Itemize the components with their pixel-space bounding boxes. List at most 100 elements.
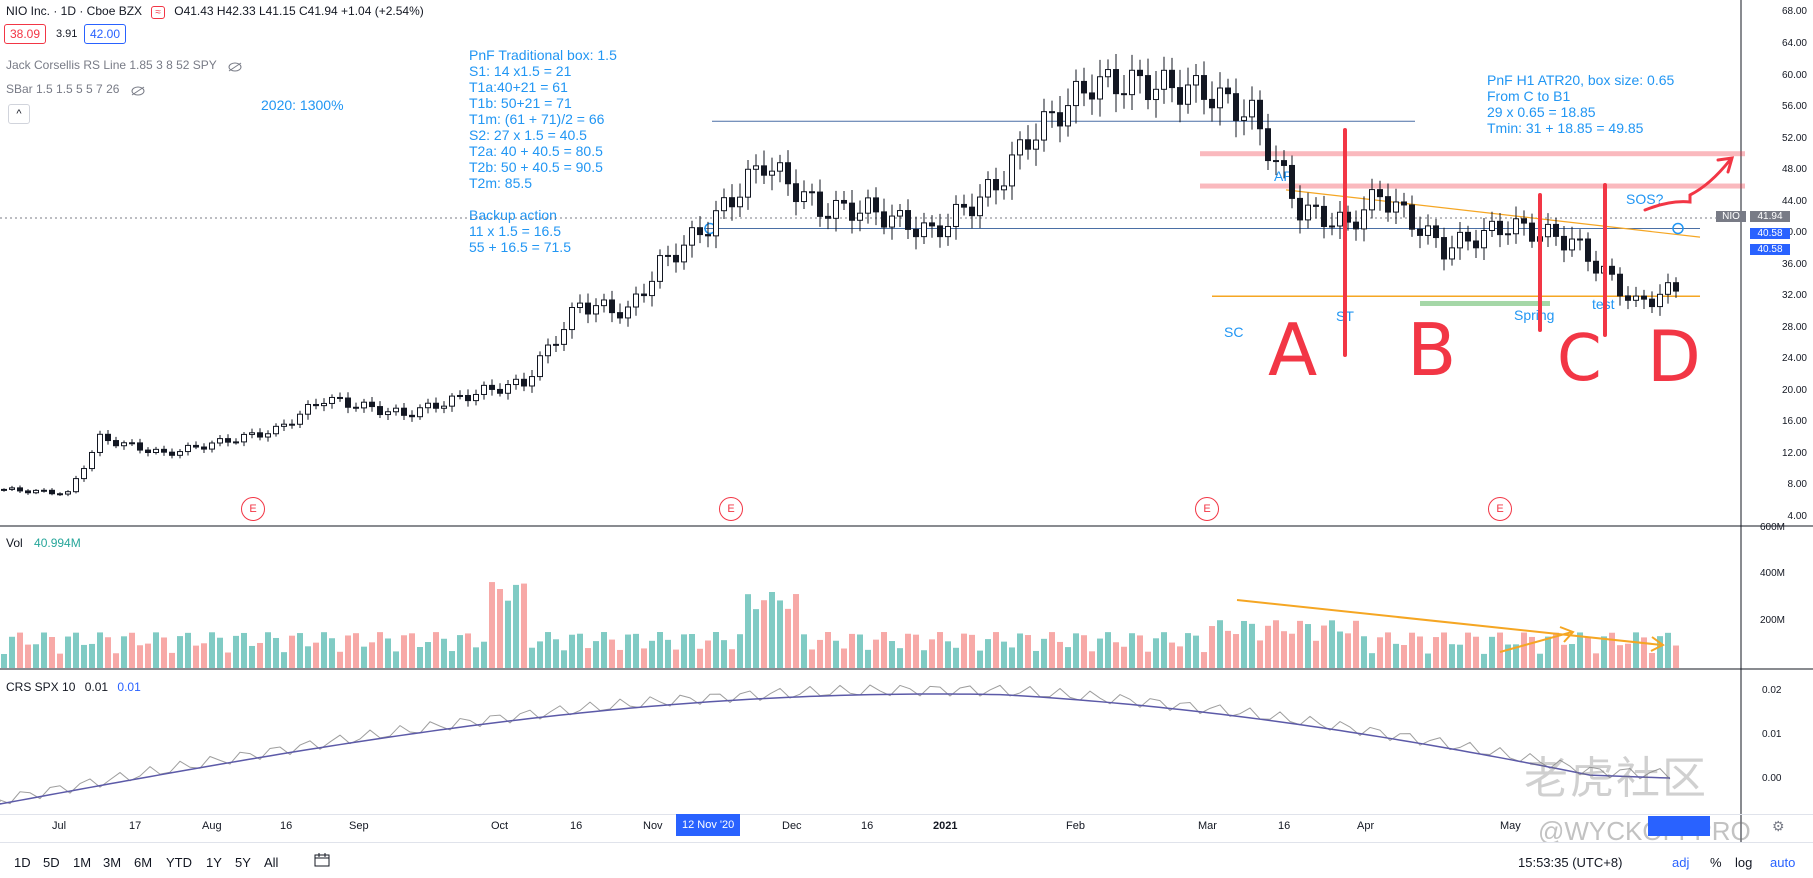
volume-legend[interactable]: Vol 40.994M	[6, 536, 81, 550]
candle-body	[497, 388, 503, 394]
volume-bar	[1521, 632, 1527, 668]
year-gain-note: 2020: 1300%	[261, 97, 344, 113]
price-axis-label: 20.00	[1781, 384, 1807, 396]
timeframe-1d[interactable]: 1D	[14, 855, 31, 870]
settings-gear-icon[interactable]: ⚙	[1772, 818, 1785, 834]
candle-body	[1465, 231, 1471, 242]
volume-bar	[905, 633, 911, 668]
volume-bar	[1625, 643, 1631, 668]
candle-body	[1097, 76, 1103, 100]
sbar-indicator[interactable]: SBar 1.5 1.5 5 5 7 26	[6, 82, 145, 96]
candle-body	[185, 444, 191, 453]
volume-bar	[977, 650, 983, 668]
candle-body	[505, 384, 511, 394]
volume-bar	[1297, 620, 1303, 668]
time-axis[interactable]	[0, 814, 1813, 843]
volume-bar	[321, 632, 327, 668]
candle-body	[129, 442, 135, 445]
volume-bar	[1041, 638, 1047, 668]
watermark-handle: @WYCKOFFPRO	[1538, 816, 1751, 846]
volume-bar	[1169, 642, 1175, 668]
ohlc-values: O41.43 H42.33 L41.15 C41.94 +1.04 (+2.54…	[174, 4, 424, 18]
volume-bar	[185, 632, 191, 668]
volume-bar	[1673, 645, 1679, 668]
candle-body	[1489, 220, 1495, 232]
candle-body	[1249, 99, 1255, 118]
candle-body	[1673, 282, 1679, 292]
earnings-marker[interactable]: E	[719, 497, 743, 521]
breakout-arrow-icon	[1643, 156, 1735, 212]
volume-bar	[1201, 652, 1207, 668]
timeframe-5d[interactable]: 5D	[43, 855, 60, 870]
candle-body	[385, 411, 391, 416]
adj-toggle[interactable]: adj	[1672, 855, 1690, 870]
candle-body	[1657, 293, 1663, 308]
phase-b-label: B	[1407, 308, 1457, 392]
candle-body	[1241, 116, 1247, 121]
eye-hidden-icon[interactable]	[131, 85, 145, 96]
volume-bar	[705, 640, 711, 668]
timeframe-1y[interactable]: 1Y	[206, 855, 222, 870]
volume-bar	[49, 636, 55, 668]
rs-line-indicator[interactable]: Jack Corsellis RS Line 1.85 3 8 52 SPY	[6, 58, 242, 72]
volume-bar	[1601, 636, 1607, 668]
date-range-icon[interactable]	[314, 853, 330, 870]
symbol-tag: NIO	[1716, 211, 1746, 222]
chart-canvas[interactable]	[0, 0, 1813, 842]
symbol-title[interactable]: NIO Inc. · 1D · Cboe BZX	[6, 4, 143, 18]
candle-body	[577, 302, 583, 309]
candle-body	[433, 402, 439, 409]
ask-price[interactable]: 42.00	[84, 24, 127, 44]
candle-body	[857, 212, 863, 221]
volume-bar	[737, 634, 743, 668]
time-label: Nov	[643, 820, 663, 832]
candle-body	[1513, 218, 1519, 235]
crs-legend[interactable]: CRS SPX 10 0.01 0.01	[6, 680, 141, 694]
earnings-marker[interactable]: E	[1195, 497, 1219, 521]
price-axis-label: 52.00	[1781, 132, 1807, 144]
volume-bar	[985, 639, 991, 668]
volume-bar	[657, 632, 663, 668]
volume-bar	[1081, 635, 1087, 668]
volume-bar	[1385, 632, 1391, 668]
volume-bar	[673, 649, 679, 668]
phase-a-label: A	[1268, 308, 1318, 392]
candle-body	[257, 432, 263, 438]
timeframe-all[interactable]: All	[264, 855, 279, 870]
time-label: Apr	[1357, 820, 1375, 832]
volume-bar	[1185, 633, 1191, 668]
volume-bar	[921, 650, 927, 668]
volume-bar	[425, 642, 431, 668]
log-toggle[interactable]: log	[1735, 855, 1753, 870]
volume-bar	[1529, 636, 1535, 668]
level-tag: 40.58	[1750, 228, 1790, 239]
candle-body	[1153, 88, 1159, 101]
volume-bar	[761, 600, 767, 668]
volume-bar	[833, 640, 839, 668]
volume-bar	[537, 641, 543, 668]
volume-bar	[1241, 620, 1247, 668]
candle-body	[617, 312, 623, 319]
percent-toggle[interactable]: %	[1710, 855, 1722, 870]
auto-toggle[interactable]: auto	[1770, 855, 1796, 870]
collapse-indicators-button[interactable]: ^	[8, 104, 30, 124]
timeframe-5y[interactable]: 5Y	[235, 855, 251, 870]
candle-body	[841, 199, 847, 204]
timeframe-1m[interactable]: 1M	[73, 855, 92, 870]
candle-body	[905, 210, 911, 230]
candle-body	[1041, 111, 1047, 141]
price-axis-label: 68.00	[1781, 6, 1807, 18]
eye-hidden-icon[interactable]	[228, 61, 242, 72]
earnings-marker[interactable]: E	[241, 497, 265, 521]
candle-body	[977, 196, 983, 217]
timeframe-ytd[interactable]: YTD	[166, 855, 192, 870]
bid-price[interactable]: 38.09	[4, 24, 47, 44]
clock[interactable]: 15:53:35 (UTC+8)	[1518, 855, 1623, 870]
earnings-marker[interactable]: E	[1488, 497, 1512, 521]
candle-body	[417, 407, 423, 418]
timeframe-6m[interactable]: 6M	[134, 855, 153, 870]
price-axis-label: 40.00	[1781, 227, 1807, 239]
timeframe-3m[interactable]: 3M	[103, 855, 122, 870]
compare-icon[interactable]: ≈	[151, 6, 165, 19]
candle-body	[1481, 230, 1487, 249]
